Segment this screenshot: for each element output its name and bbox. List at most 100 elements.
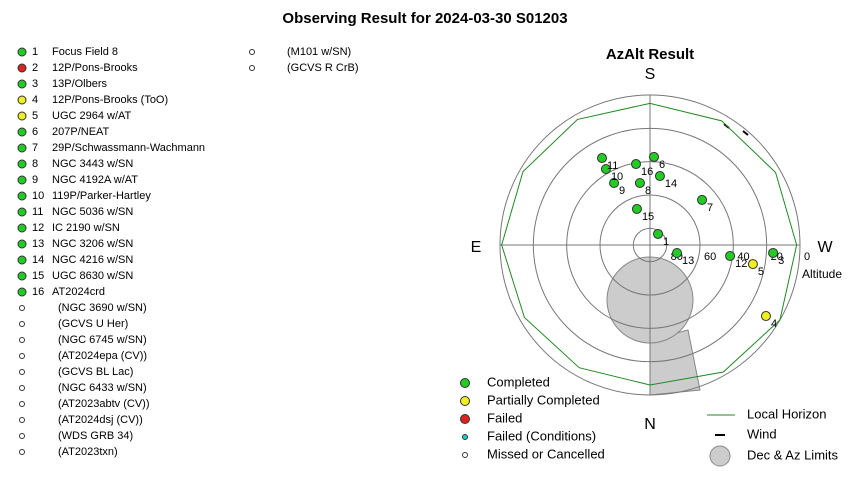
target-number: 1 — [32, 46, 38, 58]
legend-marker — [460, 378, 470, 388]
target-point — [672, 247, 683, 258]
status-dot — [17, 95, 27, 105]
target-point — [653, 228, 664, 239]
status-dot — [17, 175, 27, 185]
local-horizon — [501, 102, 798, 386]
status-dot — [19, 401, 25, 407]
target-number: 7 — [32, 142, 38, 154]
target-point — [609, 177, 620, 188]
target-number: 2 — [32, 62, 38, 74]
status-dot — [19, 369, 25, 375]
target-name: (GCVS R CrB) — [287, 62, 359, 74]
status-dot — [17, 47, 27, 57]
legend-marker — [462, 452, 468, 458]
target-name: NGC 3443 w/SN — [52, 158, 133, 170]
target-name: UGC 2964 w/AT — [52, 110, 132, 122]
target-point — [760, 311, 771, 322]
target-name: NGC 4192A w/AT — [52, 174, 138, 186]
target-name: (GCVS BL Lac) — [58, 366, 133, 378]
status-dot — [249, 65, 255, 71]
target-number: 6 — [32, 126, 38, 138]
target-point — [697, 194, 708, 205]
target-name: 12P/Pons-Brooks (ToO) — [52, 94, 168, 106]
target-number: 14 — [32, 254, 44, 266]
status-dot — [17, 223, 27, 233]
legend-marker — [462, 434, 468, 440]
target-point — [648, 151, 659, 162]
point-label: 14 — [665, 178, 677, 190]
point-label: 7 — [707, 202, 713, 214]
target-number: 15 — [32, 270, 44, 282]
status-dot — [17, 63, 27, 73]
status-dot — [19, 353, 25, 359]
legend-marker — [460, 414, 470, 424]
direction: E — [471, 239, 482, 256]
legend-label: Wind — [747, 426, 777, 441]
target-name: (NGC 6745 w/SN) — [58, 334, 147, 346]
target-name: 119P/Parker-Hartley — [52, 190, 151, 202]
status-dot — [17, 255, 27, 265]
target-number: 12 — [32, 222, 44, 234]
point-label: 13 — [682, 255, 694, 267]
legend-label: Completed — [487, 374, 550, 389]
direction: S — [645, 66, 656, 83]
target-name: UGC 8630 w/SN — [52, 270, 133, 282]
point-label: 9 — [619, 185, 625, 197]
target-point — [768, 247, 779, 258]
point-label: 4 — [771, 318, 777, 330]
target-point — [596, 153, 607, 164]
target-name: NGC 4216 w/SN — [52, 254, 133, 266]
target-name: (AT2023txn) — [58, 446, 118, 458]
direction: W — [817, 239, 833, 256]
target-number: 8 — [32, 158, 38, 170]
point-label: 16 — [641, 166, 653, 178]
point-label: 12 — [735, 258, 747, 270]
wind-mark — [742, 130, 749, 136]
status-dot — [19, 337, 25, 343]
target-point — [631, 203, 642, 214]
legend-label: Local Horizon — [747, 406, 827, 421]
point-label: 11 — [607, 160, 618, 172]
status-dot — [17, 159, 27, 169]
legend-marker — [460, 396, 470, 406]
target-name: NGC 5036 w/SN — [52, 206, 133, 218]
status-dot — [19, 449, 25, 455]
legend-label: Failed — [487, 410, 522, 425]
target-name: 12P/Pons-Brooks — [52, 62, 138, 74]
target-point — [725, 250, 736, 261]
target-point — [634, 177, 645, 188]
target-number: 11 — [32, 206, 43, 218]
status-dot — [19, 305, 25, 311]
point-label: 6 — [659, 159, 665, 171]
status-dot — [19, 321, 25, 327]
limits — [606, 256, 701, 396]
target-name: Focus Field 8 — [52, 46, 118, 58]
target-point — [747, 259, 758, 270]
altitude-tick-label: 0 — [804, 251, 810, 263]
status-dot — [19, 417, 25, 423]
point-label: 10 — [611, 171, 623, 183]
status-dot — [17, 191, 27, 201]
target-number: 10 — [32, 190, 44, 202]
point-label: 5 — [758, 266, 764, 278]
target-number: 3 — [32, 78, 38, 90]
status-dot — [19, 433, 25, 439]
page-title: Observing Result for 2024-03-30 S01203 — [282, 10, 567, 27]
status-dot — [17, 79, 27, 89]
target-name: (WDS GRB 34) — [58, 430, 133, 442]
target-name: NGC 3206 w/SN — [52, 238, 133, 250]
status-dot — [17, 239, 27, 249]
legend-label: Partially Completed — [487, 392, 600, 407]
status-dot — [17, 271, 27, 281]
target-point — [631, 159, 642, 170]
target-name: (M101 w/SN) — [287, 46, 351, 58]
legend-marker — [709, 445, 731, 467]
target-name: (NGC 3690 w/SN) — [58, 302, 147, 314]
point-label: 1 — [663, 236, 669, 248]
point-label: 8 — [645, 185, 651, 197]
target-name: AT2024crd — [52, 286, 105, 298]
target-name: 29P/Schwassmann-Wachmann — [52, 142, 205, 154]
legend-label: Dec & Az Limits — [747, 447, 839, 462]
target-name: (AT2024dsj (CV)) — [58, 414, 143, 426]
